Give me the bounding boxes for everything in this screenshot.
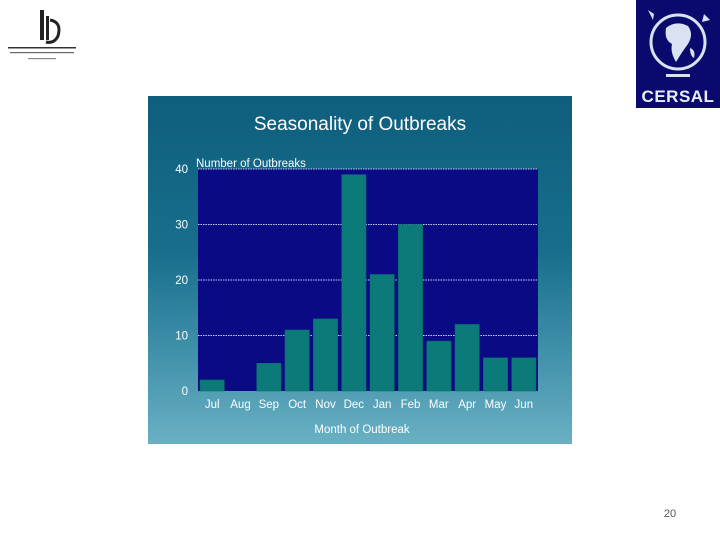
bar-jun (511, 357, 537, 392)
bar-mar (426, 340, 452, 392)
y-tick-label: 20 (175, 275, 188, 287)
x-tick-label: Feb (401, 399, 421, 411)
y-tick-label: 40 (175, 164, 188, 176)
chart-title: Seasonality of Outbreaks (254, 114, 466, 135)
bar-oct (284, 329, 310, 392)
y-tick-label: 10 (175, 331, 188, 343)
x-tick-label: Dec (344, 399, 365, 411)
bar-dec (341, 174, 367, 392)
bar-feb (398, 224, 423, 392)
y-tick-label: 0 (182, 386, 188, 398)
x-tick-label: Jun (515, 399, 534, 411)
bar-may (483, 357, 508, 392)
bar-jul (199, 379, 225, 392)
x-tick-label: Apr (458, 399, 476, 411)
outbreak-chart: Seasonality of Outbreaks 0 10 20 30 40 Jul Au… (175, 114, 538, 436)
gridlines (198, 168, 538, 336)
page-number: 20 (663, 508, 677, 520)
bar-sep (256, 363, 282, 392)
x-tick-label: Nov (315, 399, 336, 411)
x-tick-label: Jul (205, 399, 220, 411)
institute-logo (6, 8, 78, 64)
x-tick-label: May (485, 399, 507, 411)
chart-panel: Seasonality of Outbreaks 0 10 20 30 40 Jul Au… (148, 96, 572, 444)
cersal-logo-text: CERSAL (641, 87, 715, 106)
x-tick-label: Jan (373, 399, 392, 411)
x-tick-label: Aug (230, 399, 250, 411)
cersal-logo: CERSAL (636, 0, 720, 108)
bar-apr (454, 324, 480, 392)
x-tick-label: Sep (259, 399, 279, 411)
bar-jan (369, 274, 395, 392)
x-tick-label: Mar (429, 399, 449, 411)
bars (199, 174, 537, 392)
y-tick-label: 30 (175, 220, 188, 232)
x-axis-ticks: Jul Aug Sep Oct Nov Dec Jan Feb Mar Apr May Jun (205, 399, 533, 411)
x-axis-label: Month of Outbreak (314, 424, 409, 436)
bar-nov (313, 318, 338, 392)
y-axis-label: Number of Outbreaks (196, 158, 306, 170)
y-axis-ticks: 0 10 20 30 40 (175, 164, 188, 398)
x-tick-label: Oct (288, 399, 307, 411)
